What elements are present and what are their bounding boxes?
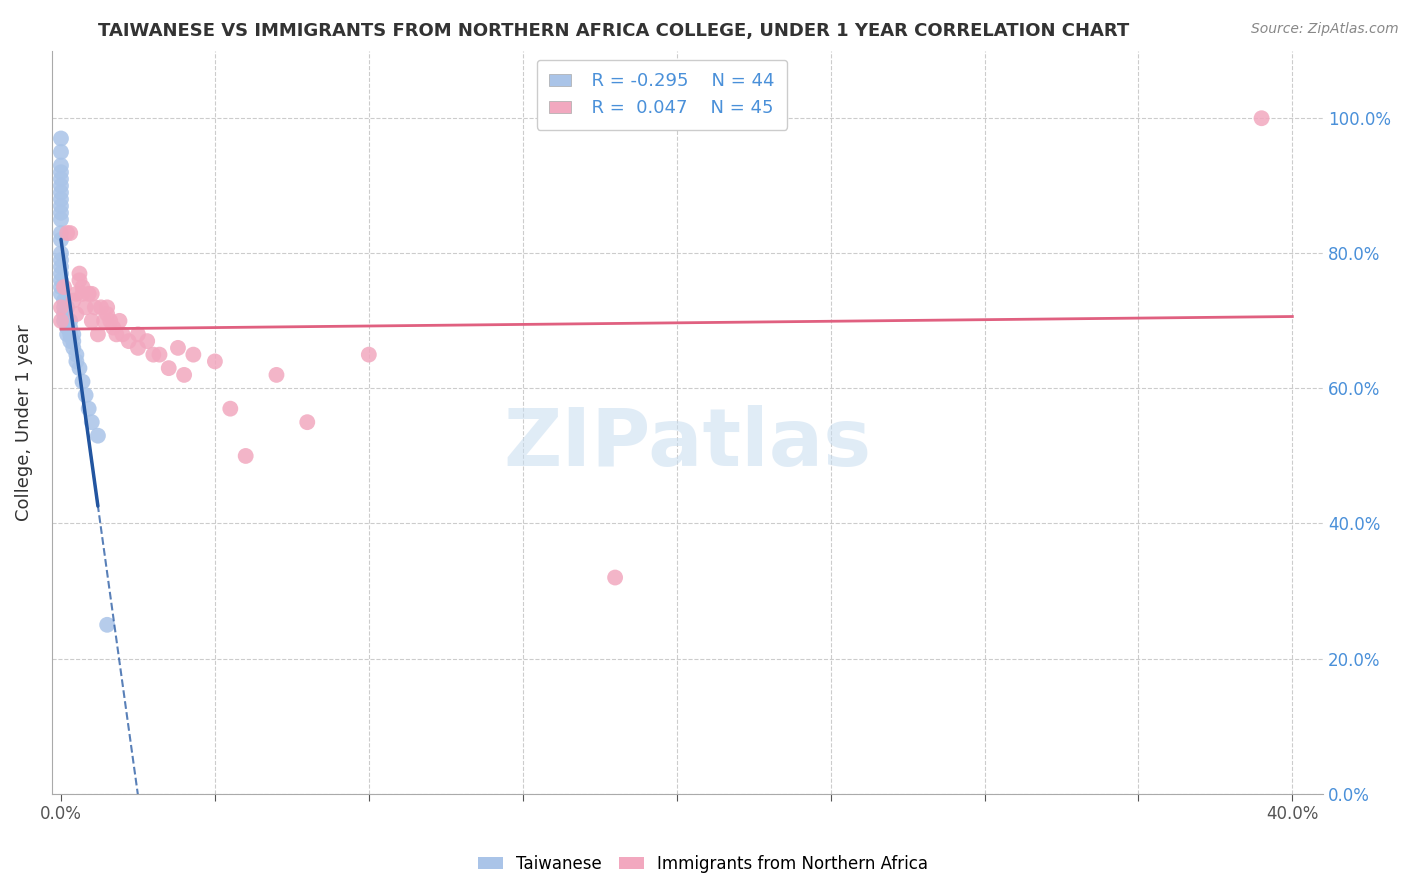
Point [65,348,87,362]
Point [59,314,82,328]
Point [49,145,72,159]
Point [62,341,84,355]
Legend: Taiwanese, Immigrants from Northern Africa: Taiwanese, Immigrants from Northern Afri… [471,848,935,880]
Point [62,293,84,308]
Point [53,314,76,328]
Point [56,226,79,240]
Point [80,314,103,328]
Point [49,206,72,220]
Point [80,415,103,429]
Point [118,334,141,348]
Point [93,314,115,328]
Point [83,301,105,315]
Point [77,401,100,416]
Point [98,314,121,328]
Point [69,361,91,376]
Legend:   R = -0.295    N = 44,   R =  0.047    N = 45: R = -0.295 N = 44, R = 0.047 N = 45 [537,60,787,130]
Point [219,401,242,416]
Point [49,301,72,315]
Point [49,212,72,227]
Point [72,286,94,301]
Point [49,280,72,294]
Point [173,368,195,382]
Point [69,267,91,281]
Point [204,354,226,368]
Point [62,334,84,348]
Point [49,267,72,281]
Point [235,449,257,463]
Point [65,354,87,368]
Point [167,341,190,355]
Point [69,273,91,287]
Point [157,361,180,376]
Point [108,314,131,328]
Point [90,301,112,315]
Point [49,159,72,173]
Point [87,327,110,342]
Point [96,307,118,321]
Point [49,233,72,247]
Point [72,280,94,294]
Point [49,131,72,145]
Point [53,280,76,294]
Point [142,348,165,362]
Point [49,253,72,268]
Point [103,320,125,334]
Point [111,327,134,342]
Point [75,388,97,402]
Point [127,327,149,342]
Point [49,172,72,186]
Point [56,320,79,334]
Y-axis label: College, Under 1 year: College, Under 1 year [15,324,32,521]
Point [59,320,82,334]
Point [96,301,118,315]
Point [357,348,380,362]
Text: Source: ZipAtlas.com: Source: ZipAtlas.com [1251,22,1399,37]
Point [59,334,82,348]
Point [603,570,626,584]
Point [59,226,82,240]
Point [87,428,110,442]
Point [1250,112,1272,126]
Point [49,186,72,200]
Point [297,415,319,429]
Point [49,260,72,274]
Point [49,314,72,328]
Point [53,293,76,308]
Point [77,286,100,301]
Point [59,327,82,342]
Point [62,327,84,342]
Point [53,301,76,315]
Point [65,286,87,301]
Point [148,348,170,362]
Point [49,192,72,206]
Point [105,327,128,342]
Point [53,307,76,321]
Point [49,178,72,193]
Point [65,307,87,321]
Point [49,226,72,240]
Point [49,165,72,179]
Point [49,199,72,213]
Point [75,301,97,315]
Text: TAIWANESE VS IMMIGRANTS FROM NORTHERN AFRICA COLLEGE, UNDER 1 YEAR CORRELATION C: TAIWANESE VS IMMIGRANTS FROM NORTHERN AF… [98,22,1129,40]
Text: ZIPatlas: ZIPatlas [503,406,872,483]
Point [96,617,118,632]
Point [49,273,72,287]
Point [183,348,205,362]
Point [56,327,79,342]
Point [136,334,159,348]
Point [56,314,79,328]
Point [56,301,79,315]
Point [80,286,103,301]
Point [49,286,72,301]
Point [49,246,72,260]
Point [72,375,94,389]
Point [127,341,149,355]
Point [266,368,288,382]
